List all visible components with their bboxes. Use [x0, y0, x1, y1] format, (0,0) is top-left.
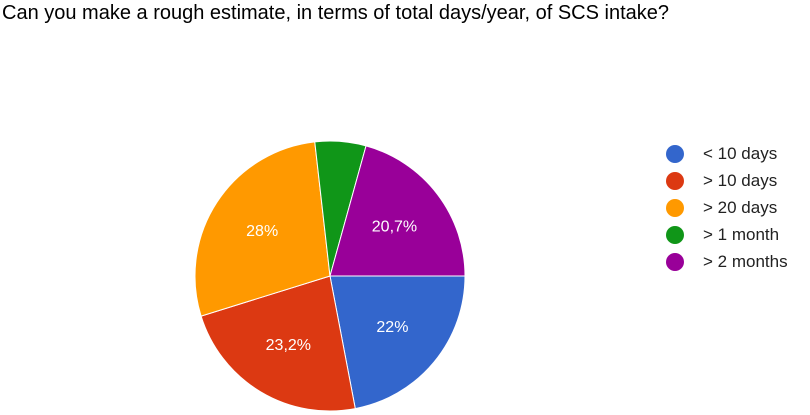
legend-swatch [666, 171, 684, 190]
legend-label: > 10 days [703, 170, 778, 190]
legend-swatch [666, 252, 684, 271]
pie-slice [200, 275, 356, 412]
legend-swatch [666, 144, 684, 163]
legend-label: > 1 month [703, 224, 780, 244]
pie-slice [329, 145, 466, 277]
legend-swatch [666, 225, 684, 244]
legend-label: > 20 days [703, 197, 778, 217]
slice-label: 28% [246, 223, 278, 240]
slice-label: 22% [376, 319, 408, 336]
legend-item: > 10 days [666, 167, 788, 194]
legend-item: < 10 days [666, 140, 788, 167]
pie-slice [329, 275, 466, 410]
legend-label: > 2 months [703, 251, 788, 271]
slice-label: 23,2% [266, 337, 311, 354]
legend-item: > 2 months [666, 248, 788, 275]
legend: < 10 days > 10 days > 20 days > 1 month … [666, 140, 788, 275]
legend-label: < 10 days [703, 143, 778, 163]
pie-slice [194, 141, 331, 317]
legend-item: > 1 month [666, 221, 788, 248]
legend-swatch [666, 198, 684, 217]
legend-item: > 20 days [666, 194, 788, 221]
slice-label: 20,7% [372, 218, 417, 235]
question-title: Can you make a rough estimate, in terms … [2, 2, 670, 24]
